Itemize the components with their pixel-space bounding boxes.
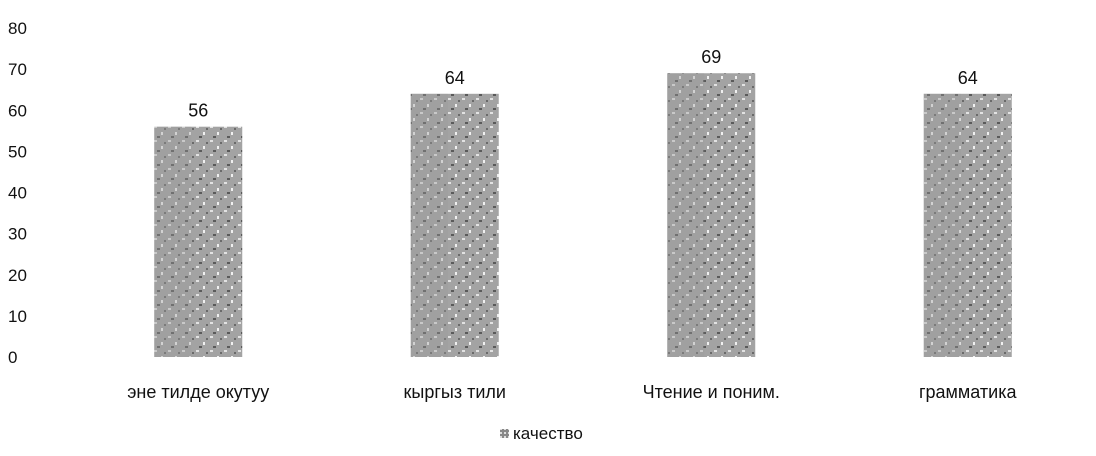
bar-shade bbox=[410, 93, 448, 358]
bar bbox=[667, 73, 756, 358]
y-tick-label: 50 bbox=[8, 142, 27, 161]
bar bbox=[410, 93, 499, 358]
x-category-label: Чтение и поним. bbox=[643, 382, 780, 402]
bar-shade bbox=[154, 126, 192, 357]
data-label: 64 bbox=[445, 68, 465, 88]
x-category-label: кыргыз тили bbox=[404, 382, 506, 402]
y-tick-label: 10 bbox=[8, 307, 27, 326]
data-label: 69 bbox=[701, 47, 721, 67]
legend-label: качество bbox=[513, 424, 583, 443]
y-tick-label: 30 bbox=[8, 225, 27, 244]
y-tick-label: 60 bbox=[8, 101, 27, 120]
x-axis: эне тилде окутуу кыргыз тили Чтение и пони… bbox=[127, 382, 1017, 402]
y-tick-label: 40 bbox=[8, 184, 27, 203]
y-axis: 0 10 20 30 40 50 60 70 80 bbox=[8, 19, 27, 367]
y-tick-label: 70 bbox=[8, 60, 27, 79]
bar-shade bbox=[923, 93, 961, 358]
data-label: 64 bbox=[958, 68, 978, 88]
y-tick-label: 80 bbox=[8, 19, 27, 38]
bar bbox=[923, 93, 1012, 358]
data-label: 56 bbox=[188, 101, 208, 121]
x-category-label: эне тилде окутуу bbox=[127, 382, 269, 402]
y-tick-label: 20 bbox=[8, 266, 27, 285]
legend-swatch bbox=[500, 429, 509, 438]
bar bbox=[154, 126, 243, 357]
bar-shade bbox=[667, 73, 705, 358]
bars-group: 56 64 69 64 bbox=[154, 47, 1012, 358]
legend: качество bbox=[500, 424, 583, 443]
x-category-label: грамматика bbox=[919, 382, 1018, 402]
y-tick-label: 0 bbox=[8, 348, 17, 367]
